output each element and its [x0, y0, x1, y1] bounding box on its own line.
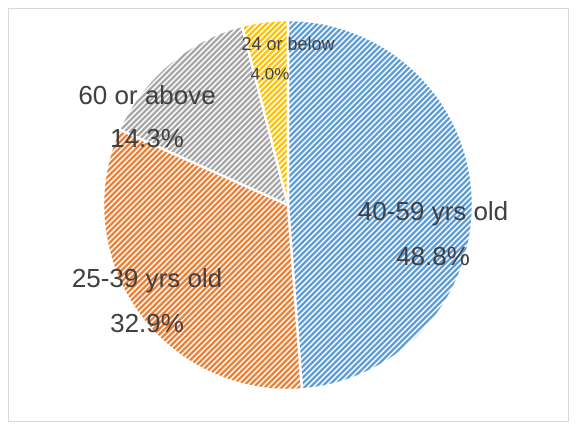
- pie-slice: [117, 24, 290, 208]
- value-label: 4.0%: [251, 64, 290, 83]
- value-label: 48.8%: [396, 241, 470, 271]
- slice-label: 60 or above: [78, 80, 215, 110]
- value-label: 32.9%: [110, 308, 184, 338]
- pie-slice: [240, 18, 290, 206]
- pie-slice: [286, 18, 475, 391]
- pie-slice: [101, 127, 304, 392]
- slice-label: 25-39 yrs old: [72, 263, 222, 293]
- value-label: 14.3%: [110, 123, 184, 153]
- slice-label: 40-59 yrs old: [358, 196, 508, 226]
- slice-label: 24 or below: [241, 34, 335, 54]
